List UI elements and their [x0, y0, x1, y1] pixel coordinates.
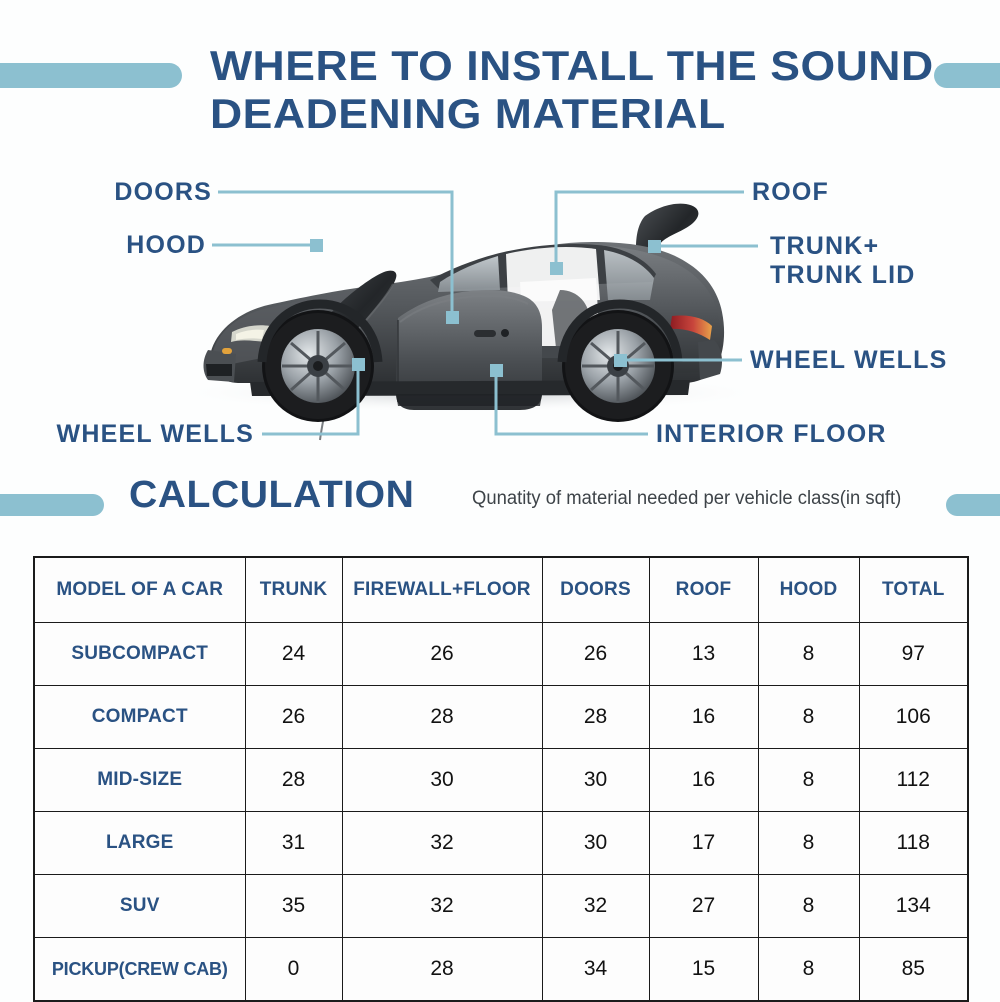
cell-roof: 16: [648, 748, 759, 812]
page-title-line-1: WHERE TO INSTALL THE SOUND: [210, 42, 934, 89]
cell-trunk: 24: [244, 622, 343, 686]
callout-label-interior-floor: INTERIOR FLOOR: [656, 420, 887, 448]
car-illustration: [170, 190, 770, 441]
callout-markers: [310, 239, 661, 377]
column-header-roof: ROOF: [648, 556, 759, 623]
car-diagram: DOORS HOOD ROOF TRUNK+ TRUNK LID WHEEL W…: [0, 150, 1000, 470]
callout-leader-lines: [212, 190, 758, 436]
calculation-subtitle: Qunatity of material needed per vehicle …: [472, 488, 902, 509]
cell-doors: 32: [541, 874, 650, 938]
marker-roof: [550, 262, 563, 275]
calculation-table-wrapper: MODEL OF A CAR TRUNK FIREWALL+FLOOR DOOR…: [33, 556, 969, 1002]
cell-total: 118: [858, 811, 969, 875]
cell-model: COMPACT: [33, 685, 246, 749]
column-header-hood: HOOD: [757, 556, 860, 623]
column-header-firewall-floor: FIREWALL+FLOOR: [341, 556, 543, 623]
callout-label-trunk: TRUNK+ TRUNK LID: [770, 232, 916, 290]
cell-doors: 28: [541, 685, 650, 749]
cell-model: SUBCOMPACT: [33, 622, 246, 686]
title-decor-bar-right: [934, 63, 1000, 88]
table-row: COMPACT 26 28 28 16 8 106: [33, 685, 969, 749]
table-header-row: MODEL OF A CAR TRUNK FIREWALL+FLOOR DOOR…: [33, 556, 969, 623]
table-row: SUV 35 32 32 27 8 134: [33, 874, 969, 938]
callout-label-roof: ROOF: [752, 178, 830, 206]
table-row: LARGE 31 32 30 17 8 118: [33, 811, 969, 875]
cell-total: 85: [858, 937, 969, 1002]
cell-firewall-floor: 32: [341, 874, 543, 938]
page-title: WHERE TO INSTALL THE SOUND DEADENING MAT…: [210, 42, 973, 138]
cell-model: MID-SIZE: [33, 748, 246, 812]
cell-firewall-floor: 28: [341, 685, 543, 749]
title-band: WHERE TO INSTALL THE SOUND DEADENING MAT…: [0, 42, 1000, 147]
cell-roof: 15: [648, 937, 759, 1002]
cell-trunk: 28: [244, 748, 343, 812]
cell-total: 97: [858, 622, 969, 686]
marker-wheel-wells-front: [352, 358, 365, 371]
marker-wheel-wells-rear: [614, 354, 627, 367]
column-header-doors: DOORS: [541, 556, 650, 623]
cell-roof: 17: [648, 811, 759, 875]
cell-doors: 30: [541, 748, 650, 812]
column-header-total: TOTAL: [858, 556, 969, 623]
column-header-trunk: TRUNK: [244, 556, 343, 623]
table-row: SUBCOMPACT 24 26 26 13 8 97: [33, 622, 969, 686]
calculation-decor-bar-right: [946, 494, 1000, 516]
cell-doors: 34: [541, 937, 650, 1002]
callout-label-trunk-line-1: TRUNK+: [770, 232, 880, 260]
cell-trunk: 35: [244, 874, 343, 938]
cell-firewall-floor: 32: [341, 811, 543, 875]
title-decor-bar-left: [0, 63, 182, 88]
callout-label-trunk-line-2: TRUNK LID: [770, 261, 916, 289]
page-title-line-2: DEADENING MATERIAL: [210, 90, 726, 137]
cell-total: 106: [858, 685, 969, 749]
calculation-decor-bar-left: [0, 494, 104, 516]
cell-roof: 27: [648, 874, 759, 938]
cell-firewall-floor: 30: [341, 748, 543, 812]
cell-doors: 26: [541, 622, 650, 686]
cell-total: 112: [858, 748, 969, 812]
callout-label-wheel-wells-front: WHEEL WELLS: [56, 420, 254, 448]
cell-hood: 8: [757, 748, 860, 812]
cell-model: LARGE: [33, 811, 246, 875]
cell-trunk: 26: [244, 685, 343, 749]
cell-hood: 8: [757, 874, 860, 938]
cell-total: 134: [858, 874, 969, 938]
calculation-band: CALCULATION Qunatity of material needed …: [0, 474, 1000, 533]
cell-roof: 16: [648, 685, 759, 749]
marker-hood: [310, 239, 323, 252]
callout-label-hood: HOOD: [126, 231, 206, 259]
cell-doors: 30: [541, 811, 650, 875]
marker-doors: [446, 311, 459, 324]
calculation-table: MODEL OF A CAR TRUNK FIREWALL+FLOOR DOOR…: [33, 556, 969, 1002]
cell-model: PICKUP(CREW CAB): [33, 937, 246, 1002]
callout-label-doors: DOORS: [114, 178, 212, 206]
cell-hood: 8: [757, 685, 860, 749]
cell-model: SUV: [33, 874, 246, 938]
callout-label-wheel-wells-rear: WHEEL WELLS: [750, 346, 948, 374]
cell-trunk: 31: [244, 811, 343, 875]
cell-hood: 8: [757, 811, 860, 875]
marker-interior-floor: [490, 364, 503, 377]
table-row: MID-SIZE 28 30 30 16 8 112: [33, 748, 969, 812]
table-row: PICKUP(CREW CAB) 0 28 34 15 8 85: [33, 937, 969, 1002]
cell-hood: 8: [757, 622, 860, 686]
cell-firewall-floor: 26: [341, 622, 543, 686]
cell-firewall-floor: 28: [341, 937, 543, 1002]
cell-roof: 13: [648, 622, 759, 686]
column-header-model: MODEL OF A CAR: [33, 556, 246, 623]
cell-trunk: 0: [244, 937, 343, 1002]
calculation-title: CALCULATION: [129, 474, 415, 516]
cell-hood: 8: [757, 937, 860, 1002]
marker-trunk: [648, 240, 661, 253]
